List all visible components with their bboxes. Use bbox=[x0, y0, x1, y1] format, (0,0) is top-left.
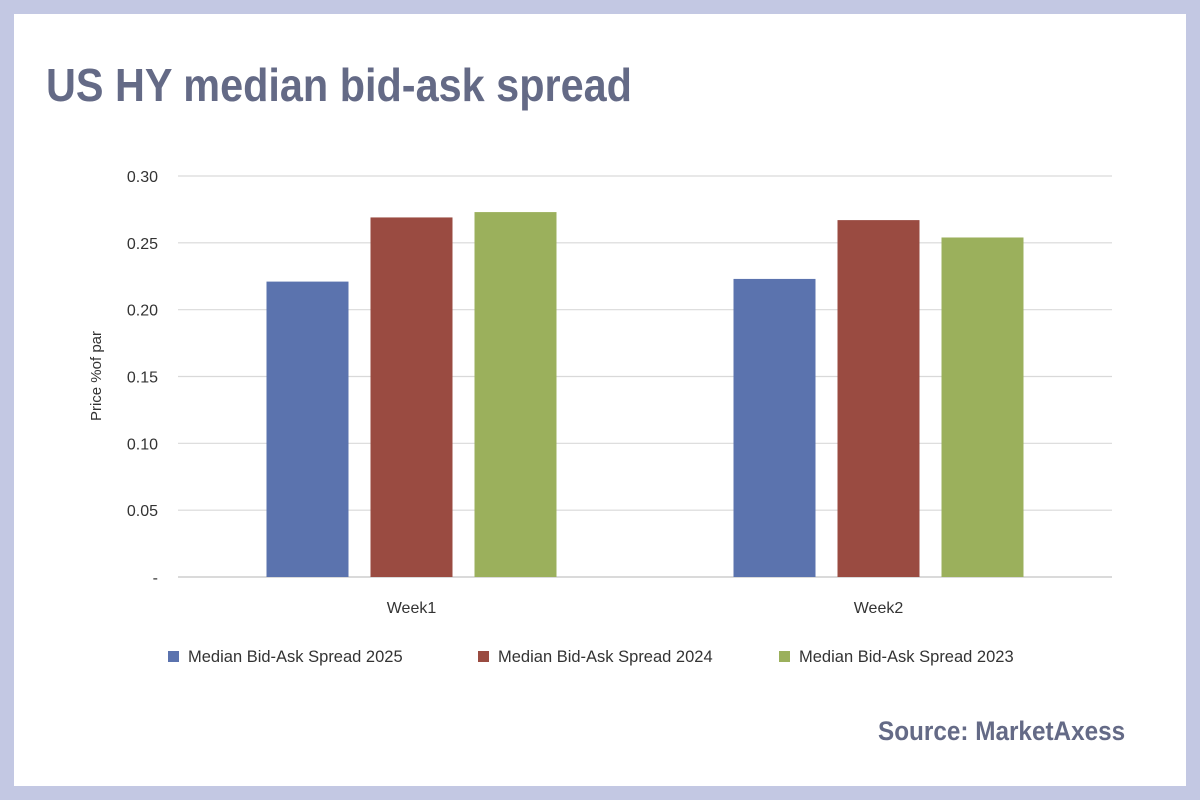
legend-swatch bbox=[478, 651, 489, 662]
legend-label: Median Bid-Ask Spread 2025 bbox=[188, 648, 403, 666]
y-tick-label: - bbox=[153, 570, 158, 587]
y-axis-ticks: - 0.05 0.10 0.15 0.20 0.25 0.30 bbox=[127, 169, 158, 587]
y-tick-label: 0.15 bbox=[127, 370, 158, 387]
bar bbox=[474, 212, 557, 577]
bar bbox=[837, 220, 920, 578]
x-tick-label: Week1 bbox=[387, 600, 437, 617]
y-tick-label: 0.10 bbox=[127, 436, 158, 453]
y-tick-label: 0.25 bbox=[127, 236, 158, 253]
bar bbox=[266, 281, 349, 577]
y-tick-label: 0.20 bbox=[127, 303, 158, 320]
source-note: Source: MarketAxess bbox=[878, 716, 1126, 746]
x-axis-ticks: Week1 Week2 bbox=[387, 600, 904, 617]
bar bbox=[733, 278, 816, 577]
bar bbox=[370, 217, 453, 578]
legend-label: Median Bid-Ask Spread 2024 bbox=[498, 648, 713, 666]
legend-swatch bbox=[779, 651, 790, 662]
legend: Median Bid-Ask Spread 2025 Median Bid-Ask… bbox=[168, 648, 1014, 666]
legend-label: Median Bid-Ask Spread 2023 bbox=[799, 648, 1014, 666]
y-axis-label: Price %of par bbox=[88, 331, 105, 421]
chart-title: US HY median bid-ask spread bbox=[46, 59, 632, 111]
x-tick-label: Week2 bbox=[854, 600, 904, 617]
y-tick-label: 0.05 bbox=[127, 503, 158, 520]
legend-swatch bbox=[168, 651, 179, 662]
y-tick-label: 0.30 bbox=[127, 169, 158, 186]
bars bbox=[266, 212, 1024, 578]
bar bbox=[941, 237, 1024, 577]
